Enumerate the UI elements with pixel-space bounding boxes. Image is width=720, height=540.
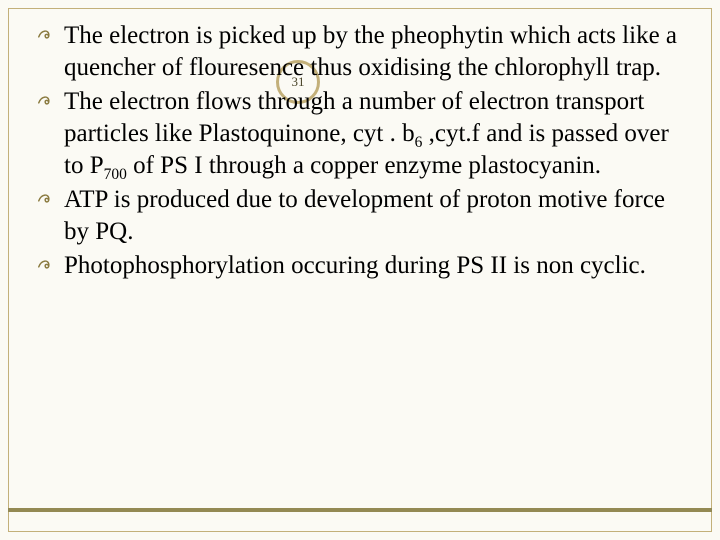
bullet-icon — [36, 24, 58, 53]
content-area: The electron is picked up by the pheophy… — [36, 20, 684, 284]
list-item-text: Photophosphorylation occuring during PS … — [64, 252, 646, 279]
bullet-icon — [36, 90, 58, 119]
slide: 31 The electron is picked up by the pheo… — [0, 0, 720, 540]
bullet-icon — [36, 254, 58, 283]
list-item-text: The electron flows through a number of e… — [64, 88, 669, 179]
list-item-text: ATP is produced due to development of pr… — [64, 186, 665, 245]
bullet-icon — [36, 188, 58, 217]
list-item: ATP is produced due to development of pr… — [36, 184, 684, 248]
accent-bar — [8, 508, 712, 512]
list-item-text: The electron is picked up by the pheophy… — [64, 22, 677, 81]
list-item: The electron flows through a number of e… — [36, 86, 684, 182]
bullet-list: The electron is picked up by the pheophy… — [36, 20, 684, 282]
list-item: Photophosphorylation occuring during PS … — [36, 250, 684, 282]
list-item: The electron is picked up by the pheophy… — [36, 20, 684, 84]
